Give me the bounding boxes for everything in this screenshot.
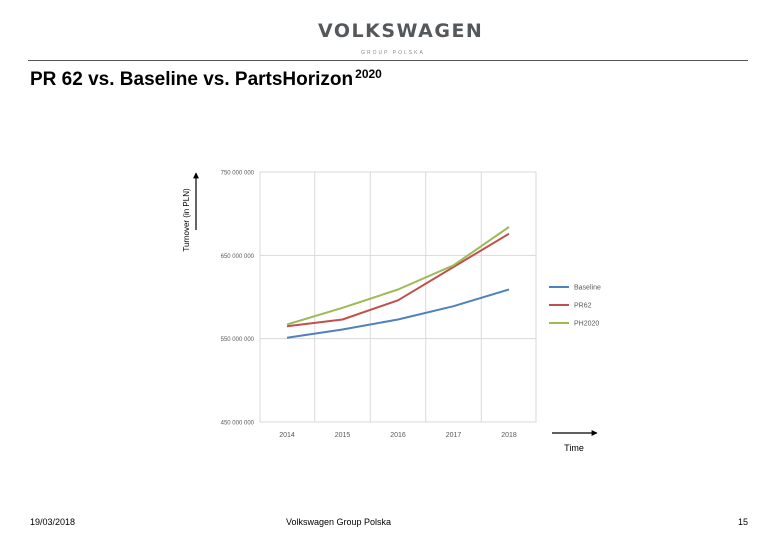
footer-date: 19/03/2018 <box>30 517 76 527</box>
x-axis-title: Time <box>564 443 584 453</box>
y-tick-label: 550 000 000 <box>221 337 255 343</box>
brand-name: VOLKSWAGEN <box>318 20 484 42</box>
series-line-baseline <box>286 288 510 339</box>
gridlines <box>259 171 537 423</box>
page-number: 15 <box>738 517 749 527</box>
slide-title-superscript: 2020 <box>355 67 382 81</box>
legend-label-baseline: Baseline <box>574 285 601 292</box>
volkswagen-logo: VOLKSWAGEN GROUP POLSKA <box>318 20 484 56</box>
x-tick-label: 2015 <box>335 432 351 439</box>
header-divider <box>28 60 748 61</box>
y-axis-title: Turnover (in PLN) <box>182 188 191 252</box>
series-line-pr62 <box>286 232 510 328</box>
legend-label-pr62: PR62 <box>574 303 592 310</box>
x-tick-label: 2014 <box>279 432 295 439</box>
x-tick-label: 2016 <box>390 432 406 439</box>
axes: 450 000 000 550 000 000 650 000 000 750 000… <box>221 171 517 440</box>
slide-title-text: PR 62 vs. Baseline vs. PartsHorizon <box>30 69 354 90</box>
series-lines <box>286 226 510 339</box>
x-tick-label: 2017 <box>446 432 462 439</box>
slide-title: PR 62 vs. Baseline vs. PartsHorizon 2020 <box>30 67 382 91</box>
brand-subtitle: GROUP POLSKA <box>361 50 425 56</box>
legend: Baseline PR62 PH2020 <box>549 285 601 328</box>
y-tick-label: 750 000 000 <box>221 171 255 177</box>
axis-titles: Turnover (in PLN) Time <box>182 172 598 453</box>
y-tick-label: 650 000 000 <box>221 254 255 260</box>
legend-label-ph2020: PH2020 <box>574 321 599 328</box>
x-tick-label: 2018 <box>501 432 517 439</box>
footer-company: Volkswagen Group Polska <box>286 517 392 527</box>
series-line-ph2020 <box>286 226 510 326</box>
plot-area-border <box>259 171 537 423</box>
y-tick-label: 450 000 000 <box>221 421 255 427</box>
